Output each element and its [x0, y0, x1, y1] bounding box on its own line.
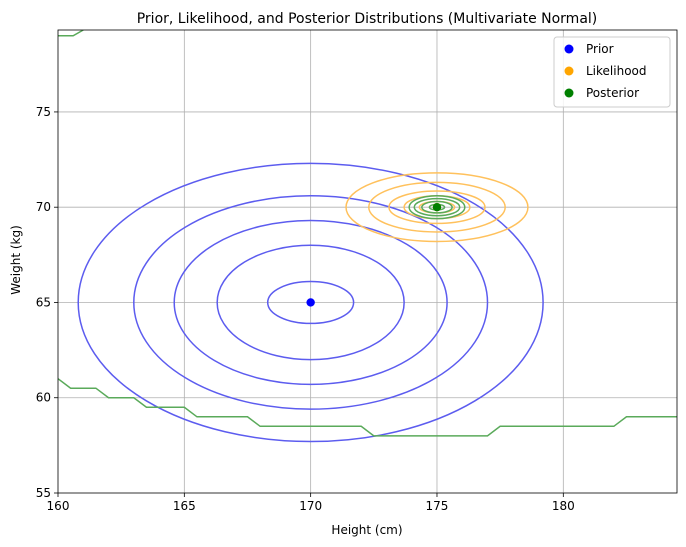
y-tick-label: 70	[36, 200, 51, 214]
y-tick-label: 65	[36, 295, 51, 309]
likelihood-contour	[388, 190, 486, 225]
x-tick-label: 170	[299, 499, 322, 513]
chart-title: Prior, Likelihood, and Posterior Distrib…	[137, 11, 598, 27]
prior-mean-point	[306, 298, 315, 307]
prior-legend-marker	[564, 44, 574, 54]
likelihood-legend-label: Likelihood	[586, 64, 647, 78]
legend-box	[553, 36, 671, 108]
posterior-contour	[421, 200, 453, 214]
likelihood-legend-marker	[564, 66, 574, 76]
posterior-contour	[413, 197, 461, 217]
x-tick-label: 160	[47, 499, 70, 513]
y-tick-label: 60	[36, 391, 51, 405]
likelihood-contour	[368, 181, 506, 233]
posterior-legend-marker	[564, 88, 574, 98]
likelihood-contour	[345, 172, 529, 243]
plot-area: 160 165 170 175 180 55 60 65 70 75	[36, 29, 678, 513]
posterior-edge-contour	[58, 378, 677, 437]
axes-frame	[57, 29, 678, 494]
posterior-edge-contour	[58, 30, 84, 37]
prior-contour	[266, 280, 355, 325]
y-tick-label: 75	[36, 105, 51, 119]
prior-contour	[133, 195, 489, 410]
prior-legend-label: Prior	[586, 42, 614, 56]
posterior-legend-label: Posterior	[586, 86, 639, 100]
x-tick-label: 165	[173, 499, 196, 513]
contour-layer	[58, 30, 677, 443]
x-axis-label: Height (cm)	[331, 523, 402, 537]
x-tick-label: 175	[426, 499, 449, 513]
y-axis-label: Weight (kg)	[9, 225, 23, 295]
posterior-mean-point	[432, 202, 442, 212]
prior-contour	[77, 162, 544, 443]
legend: Prior Likelihood Posterior	[553, 36, 671, 108]
prior-contour	[216, 244, 405, 361]
y-tick-label: 55	[36, 486, 51, 500]
prior-contour	[173, 219, 448, 386]
x-tick-label: 180	[552, 499, 575, 513]
posterior-contour	[408, 195, 466, 220]
